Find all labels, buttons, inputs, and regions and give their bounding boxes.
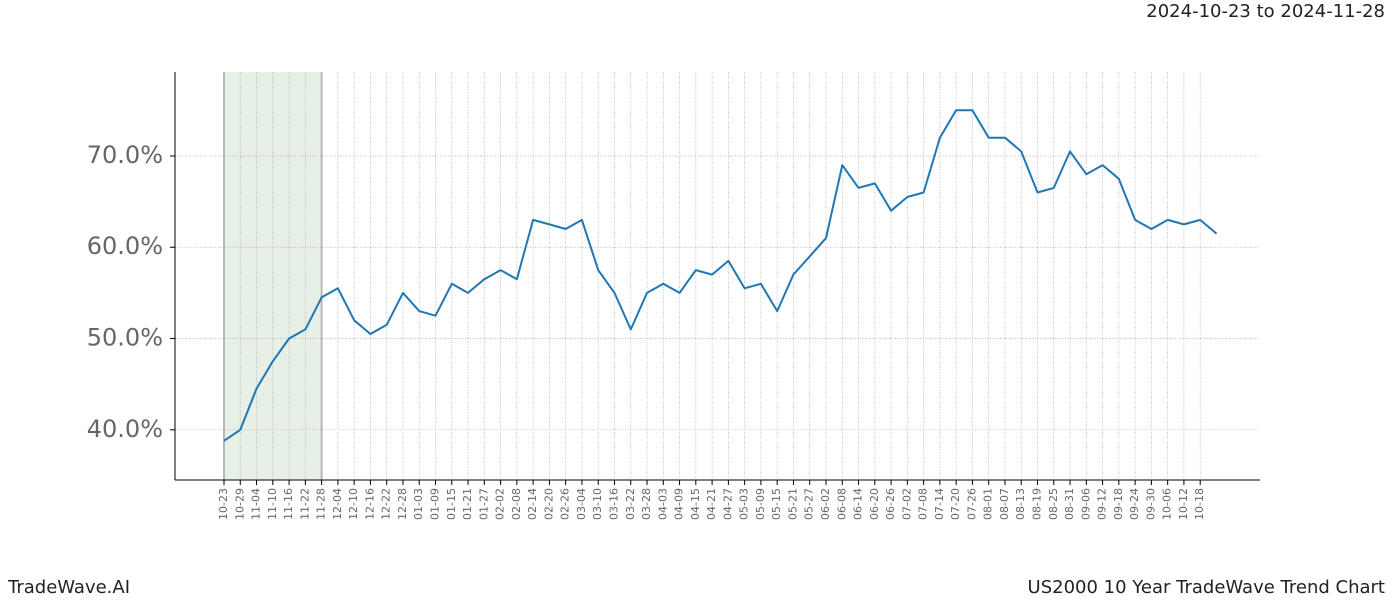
x-tick-label: 05-15 (770, 488, 783, 520)
x-tick-label: 01-03 (412, 488, 425, 520)
x-tick-label: 09-06 (1079, 488, 1092, 520)
trend-line (223, 109, 1218, 442)
chart-subtitle: 2024-10-23 to 2024-11-28 (1146, 1, 1385, 22)
x-tick-label: 09-30 (1144, 488, 1157, 520)
x-tick-label: 03-22 (624, 488, 637, 520)
x-tick-label: 08-07 (998, 488, 1011, 520)
y-tick-label: 60.0% (87, 232, 163, 260)
x-tick-label: 10-12 (1177, 488, 1190, 520)
x-tick-label: 11-22 (298, 488, 311, 520)
x-tick-label: 05-21 (786, 488, 799, 520)
x-tick-label: 11-04 (250, 488, 263, 520)
x-tick-label: 06-26 (884, 488, 897, 520)
x-tick-label: 04-03 (656, 488, 669, 520)
x-tick-label: 10-29 (233, 488, 246, 520)
x-tick-label: 03-04 (575, 488, 588, 520)
x-tick-label: 07-20 (949, 488, 962, 520)
x-tick-label: 05-03 (738, 488, 751, 520)
x-tick-label: 11-28 (315, 488, 328, 520)
x-tick-label: 02-26 (559, 488, 572, 520)
x-tick-label: 12-16 (363, 488, 376, 520)
x-tick-label: 11-10 (266, 488, 279, 520)
x-tick-label: 03-10 (591, 488, 604, 520)
x-tick-label: 01-27 (477, 488, 490, 520)
x-tick-label: 08-25 (1047, 488, 1060, 520)
x-tick-label: 01-15 (445, 488, 458, 520)
x-tick-label: 09-12 (1096, 488, 1109, 520)
y-tick-label: 50.0% (87, 324, 163, 352)
x-tick-label: 01-09 (429, 488, 442, 520)
x-tick-label: 03-16 (607, 488, 620, 520)
x-tick-label: 02-20 (542, 488, 555, 520)
x-tick-label: 12-22 (380, 488, 393, 520)
x-tick-label: 04-15 (689, 488, 702, 520)
x-tick-label: 08-31 (1063, 488, 1076, 520)
x-tick-label: 07-08 (917, 488, 930, 520)
x-tick-label: 08-01 (982, 488, 995, 520)
x-tick-label: 12-10 (347, 488, 360, 520)
x-tick-label: 12-04 (331, 488, 344, 520)
x-tick-label: 10-23 (217, 488, 230, 520)
x-tick-label: 01-21 (461, 488, 474, 520)
x-tick-label: 02-02 (494, 488, 507, 520)
footer-right: US2000 10 Year TradeWave Trend Chart (1028, 577, 1385, 598)
x-tick-label: 02-14 (526, 488, 539, 520)
x-tick-label: 07-02 (900, 488, 913, 520)
x-tick-label: 06-14 (852, 488, 865, 520)
x-tick-label: 05-27 (803, 488, 816, 520)
x-tick-label: 06-02 (819, 488, 832, 520)
x-tick-label: 10-18 (1193, 488, 1206, 520)
x-tick-label: 09-24 (1128, 488, 1141, 520)
y-tick-label: 40.0% (87, 415, 163, 443)
x-tick-label: 06-20 (868, 488, 881, 520)
x-tick-label: 08-19 (1031, 488, 1044, 520)
x-tick-label: 10-06 (1161, 488, 1174, 520)
x-tick-label: 02-08 (510, 488, 523, 520)
x-tick-label: 08-13 (1014, 488, 1027, 520)
x-tick-label: 04-21 (705, 488, 718, 520)
footer-left: TradeWave.AI (7, 577, 130, 598)
highlight-band (224, 72, 322, 480)
x-tick-label: 04-27 (721, 488, 734, 520)
x-tick-label: 03-28 (640, 488, 653, 520)
x-tick-label: 05-09 (754, 488, 767, 520)
x-tick-label: 06-08 (835, 488, 848, 520)
y-tick-label: 70.0% (87, 141, 163, 169)
x-tick-label: 04-09 (673, 488, 686, 520)
x-tick-label: 11-16 (282, 488, 295, 520)
x-tick-label: 12-28 (396, 488, 409, 520)
x-tick-label: 09-18 (1112, 488, 1125, 520)
x-tick-label: 07-26 (965, 488, 978, 520)
x-tick-label: 07-14 (933, 488, 946, 520)
